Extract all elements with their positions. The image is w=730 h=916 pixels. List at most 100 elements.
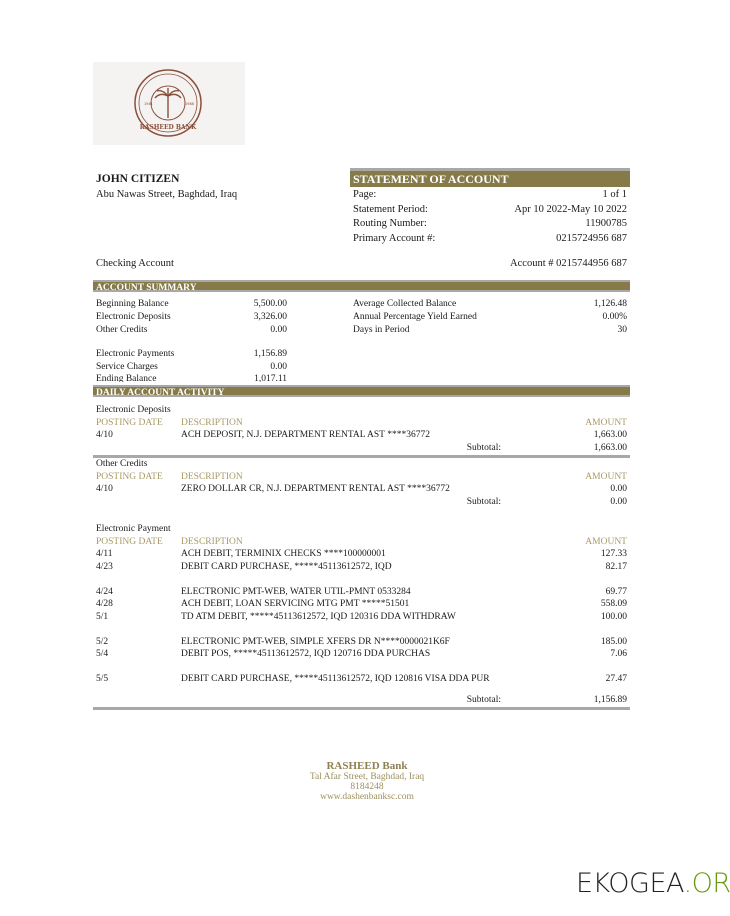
footer-website[interactable]: www.dashenbanksc.com bbox=[320, 792, 414, 802]
summary-row: Annual Percentage Yield Earned 0.00% bbox=[353, 311, 627, 324]
watermark-suffix: .ORG bbox=[683, 868, 730, 899]
transaction-row: 4/28 ACH DEBIT, LOAN SERVICING MTG PMT **… bbox=[93, 598, 630, 611]
transaction-description: DEBIT CARD PURCHASE, *****45113612572, I… bbox=[181, 561, 392, 572]
footer-address: Tal Afar Street, Baghdad, Iraq bbox=[309, 772, 425, 782]
spacer bbox=[93, 686, 630, 694]
transaction-amount: 82.17 bbox=[605, 561, 627, 572]
section-divider bbox=[93, 455, 630, 458]
spacer bbox=[93, 508, 630, 523]
transaction-row: 5/4 DEBIT POS, *****45113612572, IQD 1207… bbox=[93, 648, 630, 661]
summary-label: Service Charges bbox=[96, 361, 158, 372]
column-description: DESCRIPTION bbox=[181, 536, 243, 547]
field-value: Apr 10 2022-May 10 2022 bbox=[514, 203, 627, 215]
transaction-amount: 1,663.00 bbox=[593, 430, 627, 440]
field-label: Routing Number: bbox=[353, 218, 427, 230]
summary-row: Service Charges 0.00 bbox=[96, 361, 287, 374]
section-title: Electronic Payment bbox=[96, 524, 171, 534]
transaction-date: 4/28 bbox=[96, 599, 113, 609]
field-label: Primary Account #: bbox=[353, 233, 436, 245]
column-headers: POSTING DATE DESCRIPTION AMOUNT bbox=[93, 417, 630, 430]
subtotal-amount: 1,663.00 bbox=[593, 442, 627, 453]
transaction-description: DEBIT CARD PURCHASE, *****45113612572, I… bbox=[181, 674, 490, 684]
spacer bbox=[93, 661, 630, 674]
field-label: Page: bbox=[353, 189, 377, 200]
summary-label: Electronic Payments bbox=[96, 349, 175, 359]
section-title: Electronic Deposits bbox=[96, 405, 171, 415]
summary-label: Annual Percentage Yield Earned bbox=[353, 312, 477, 322]
summary-value: 3,326.00 bbox=[253, 312, 287, 322]
divider bbox=[350, 168, 630, 171]
account-type: Checking Account bbox=[96, 258, 174, 269]
subtotal-label: Subtotal: bbox=[466, 694, 501, 705]
spacer bbox=[93, 623, 630, 636]
section-divider bbox=[93, 707, 630, 710]
column-amount: AMOUNT bbox=[585, 536, 627, 547]
subtotal-amount: 1,156.89 bbox=[593, 694, 627, 705]
transaction-date: 4/11 bbox=[96, 549, 113, 559]
transaction-amount: 7.06 bbox=[610, 649, 627, 659]
column-amount: AMOUNT bbox=[585, 471, 627, 482]
transaction-row: 4/24 ELECTRONIC PMT-WEB, WATER UTIL-PMNT … bbox=[93, 586, 630, 599]
summary-value: 30 bbox=[617, 324, 628, 335]
summary-row: Average Collected Balance 1,126.48 bbox=[353, 298, 627, 311]
transaction-row: 4/10 ZERO DOLLAR CR, N.J. DEPARTMENT RENT… bbox=[93, 483, 630, 496]
transaction-amount: 100.00 bbox=[600, 611, 627, 622]
customer-name: JOHN CITIZEN bbox=[96, 173, 180, 185]
transaction-date: 5/1 bbox=[96, 611, 109, 622]
statement-field: Page: 1 of 1 bbox=[353, 189, 627, 200]
summary-value: 5,500.00 bbox=[253, 299, 287, 309]
summary-label: Beginning Balance bbox=[96, 299, 169, 309]
transaction-amount: 127.33 bbox=[600, 549, 627, 559]
watermark-main: EKOGEA bbox=[576, 868, 684, 899]
summary-label: Electronic Deposits bbox=[96, 312, 171, 322]
summary-label: Days in Period bbox=[353, 324, 410, 335]
transaction-date: 4/23 bbox=[96, 561, 113, 572]
subtotal-row: Subtotal: 0.00 bbox=[93, 496, 630, 509]
transaction-date: 4/24 bbox=[96, 586, 113, 597]
transaction-description: ACH DEBIT, TERMINIX CHECKS ****100000001 bbox=[181, 549, 386, 559]
transaction-description: ACH DEBIT, LOAN SERVICING MTG PMT *****5… bbox=[181, 599, 410, 609]
summary-value: 0.00 bbox=[270, 324, 287, 335]
statement-title: STATEMENT OF ACCOUNT bbox=[350, 171, 630, 187]
transaction-amount: 27.47 bbox=[605, 674, 627, 684]
transaction-row: 5/2 ELECTRONIC PMT-WEB, SIMPLE XFERS DR N… bbox=[93, 636, 630, 649]
statement-field: Routing Number: 11900785 bbox=[353, 218, 627, 229]
transaction-description: ELECTRONIC PMT-WEB, WATER UTIL-PMNT 0533… bbox=[181, 586, 411, 597]
transaction-row: 5/1 TD ATM DEBIT, *****45113612572, IQD 1… bbox=[93, 611, 630, 624]
field-value: 11900785 bbox=[585, 218, 627, 230]
transaction-row: 4/11 ACH DEBIT, TERMINIX CHECKS ****10000… bbox=[93, 548, 630, 561]
summary-row: Electronic Payments 1,156.89 bbox=[96, 348, 287, 361]
field-label: Statement Period: bbox=[353, 203, 428, 215]
transaction-amount: 0.00 bbox=[610, 484, 627, 494]
summary-value: 0.00 bbox=[270, 361, 287, 372]
subtotal-row: Subtotal: 1,663.00 bbox=[93, 442, 630, 455]
transaction-date: 5/5 bbox=[96, 674, 109, 684]
watermark: EKOGEA.ORG bbox=[576, 868, 730, 899]
daily-activity: Electronic Deposits POSTING DATE DESCRIPTI… bbox=[93, 404, 630, 710]
spacer bbox=[93, 573, 630, 586]
subtotal-label: Subtotal: bbox=[466, 496, 501, 507]
svg-text:RASHEED BANK: RASHEED BANK bbox=[140, 124, 197, 131]
transaction-amount: 185.00 bbox=[600, 636, 627, 647]
transaction-row: 5/5 DEBIT CARD PURCHASE, *****45113612572… bbox=[93, 673, 630, 686]
transaction-description: ACH DEPOSIT, N.J. DEPARTMENT RENTAL AST … bbox=[181, 430, 430, 440]
transaction-date: 4/10 bbox=[96, 484, 113, 494]
summary-row: Ending Balance 1,017.11 bbox=[96, 373, 287, 382]
column-date: POSTING DATE bbox=[96, 417, 163, 428]
statement-field: Statement Period: Apr 10 2022-May 10 2022 bbox=[353, 204, 627, 215]
statement-field: Primary Account #: 0215724956 687 bbox=[353, 233, 627, 244]
transaction-amount: 69.77 bbox=[605, 586, 627, 597]
subtotal-amount: 0.00 bbox=[610, 496, 627, 507]
transaction-date: 5/4 bbox=[96, 649, 109, 659]
summary-row: Electronic Deposits 3,326.00 bbox=[96, 311, 287, 324]
column-date: POSTING DATE bbox=[96, 536, 163, 547]
svg-text:1941: 1941 bbox=[144, 102, 153, 106]
field-value: 0215724956 687 bbox=[556, 233, 627, 245]
transaction-amount: 558.09 bbox=[600, 599, 627, 609]
transaction-row: 4/10 ACH DEPOSIT, N.J. DEPARTMENT RENTAL … bbox=[93, 429, 630, 442]
column-amount: AMOUNT bbox=[585, 417, 627, 428]
column-description: DESCRIPTION bbox=[181, 417, 243, 428]
summary-row: Other Credits 0.00 bbox=[96, 324, 287, 337]
customer-address: Abu Nawas Street, Baghdad, Iraq bbox=[96, 189, 238, 200]
column-headers: POSTING DATE DESCRIPTION AMOUNT bbox=[93, 536, 630, 549]
